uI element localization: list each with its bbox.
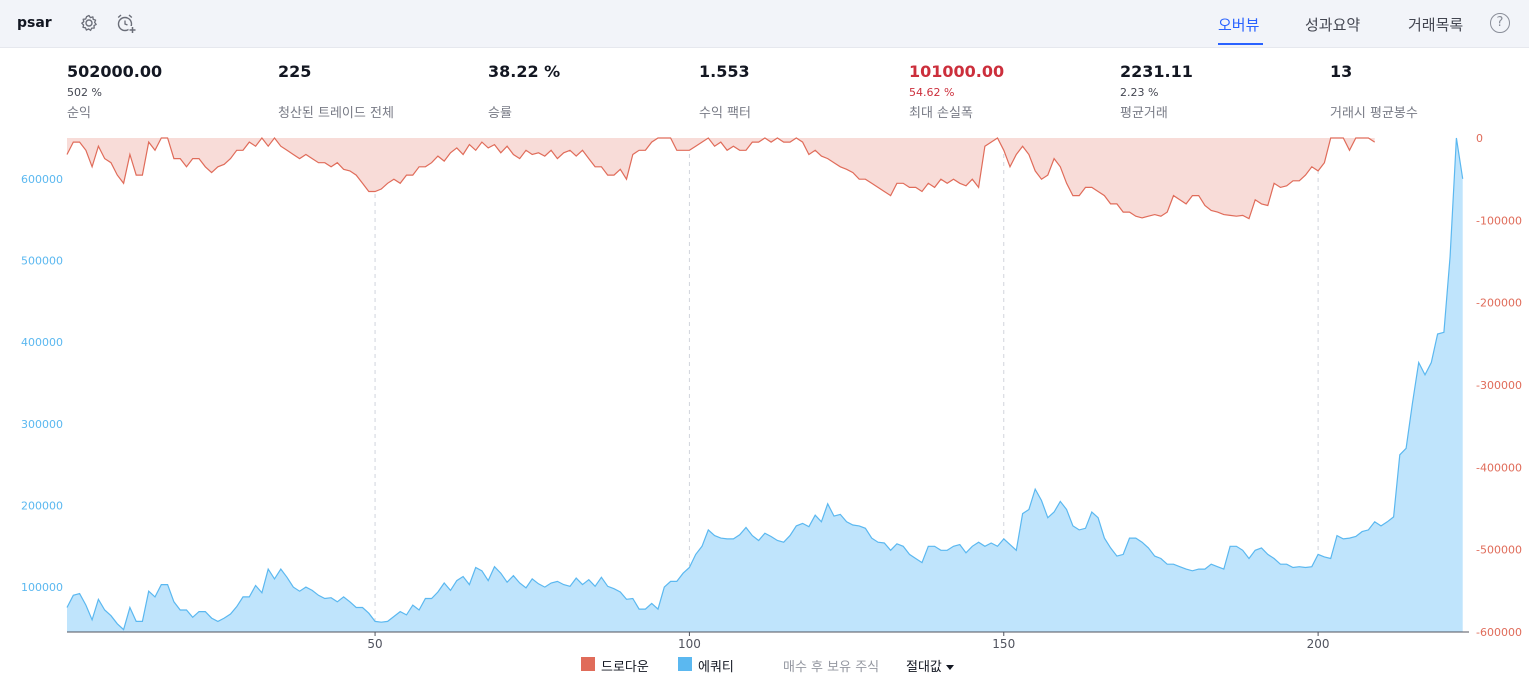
stat-avg-trade: 2231.11 2.23 % 평균거래 bbox=[1120, 62, 1193, 121]
stat-value: 1.553 bbox=[699, 62, 750, 81]
x-tick-label: 200 bbox=[1307, 637, 1330, 651]
drawdown-legend-swatch[interactable] bbox=[581, 657, 595, 671]
left-axis-tick-label: 400000 bbox=[21, 336, 63, 349]
tab-trade-list[interactable]: 거래목록 bbox=[1408, 16, 1464, 34]
active-tab-indicator bbox=[1218, 43, 1263, 45]
right-axis-tick-label: -300000 bbox=[1476, 379, 1522, 392]
strategy-tester-toolbar: psar 오버뷰 성과요약 거래목록 ? bbox=[0, 0, 1529, 48]
stat-label: 거래시 평균봉수 bbox=[1330, 106, 1418, 121]
left-axis-tick-label: 500000 bbox=[21, 254, 63, 267]
equity-area bbox=[67, 138, 1463, 632]
stat-total-closed-trades: 225 청산된 트레이드 전체 bbox=[278, 62, 394, 121]
stat-percent: 2.23 % bbox=[1120, 86, 1159, 99]
equity-line bbox=[66, 137, 1464, 631]
right-axis-tick-label: -200000 bbox=[1476, 297, 1522, 310]
left-axis-tick-label: 100000 bbox=[21, 581, 63, 594]
stat-value: 225 bbox=[278, 62, 312, 81]
equity-legend-label[interactable]: 에쿼티 bbox=[698, 660, 734, 675]
absolute-value-dropdown[interactable]: 절대값 bbox=[906, 656, 954, 675]
x-tick-label: 100 bbox=[678, 637, 701, 651]
strategy-name: psar bbox=[17, 15, 52, 31]
stat-percent: 502 % bbox=[67, 86, 102, 99]
absolute-value-label: 절대값 bbox=[906, 660, 942, 675]
tab-performance-summary[interactable]: 성과요약 bbox=[1305, 16, 1361, 34]
stat-label: 청산된 트레이드 전체 bbox=[278, 106, 394, 121]
right-axis-tick-label: -100000 bbox=[1476, 214, 1522, 227]
x-tick-label: 50 bbox=[367, 637, 382, 651]
drawdown-area bbox=[67, 138, 1375, 219]
right-axis-tick-label: -600000 bbox=[1476, 626, 1522, 639]
right-axis-tick-label: -500000 bbox=[1476, 544, 1522, 557]
drawdown-line bbox=[66, 137, 1376, 220]
stat-label: 순익 bbox=[67, 106, 91, 121]
stat-value: 38.22 % bbox=[488, 62, 561, 81]
stat-value: 101000.00 bbox=[909, 62, 1005, 81]
stat-win-rate: 38.22 % 승률 bbox=[488, 62, 560, 121]
stat-net-profit: 502000.00 502 % 순익 bbox=[67, 62, 162, 121]
stat-value: 2231.11 bbox=[1120, 62, 1193, 81]
left-axis-tick-label: 300000 bbox=[21, 418, 63, 431]
stat-value: 502000.00 bbox=[67, 62, 163, 81]
left-axis-tick-label: 600000 bbox=[21, 173, 63, 186]
gear-icon[interactable] bbox=[78, 12, 100, 34]
right-axis-tick-label: 0 bbox=[1476, 132, 1483, 145]
stat-label: 수익 팩터 bbox=[699, 106, 751, 121]
stat-value: 13 bbox=[1330, 62, 1353, 81]
stat-avg-bars-in-trade: 13 거래시 평균봉수 bbox=[1330, 62, 1418, 121]
left-axis-tick-label: 200000 bbox=[21, 499, 63, 512]
stat-label: 승률 bbox=[488, 106, 512, 121]
stat-profit-factor: 1.553 수익 팩터 bbox=[699, 62, 751, 121]
x-tick-label: 150 bbox=[992, 637, 1015, 651]
stat-label: 평균거래 bbox=[1120, 106, 1168, 121]
stat-max-drawdown: 101000.00 54.62 % 최대 손실폭 bbox=[909, 62, 1004, 121]
equity-legend-swatch[interactable] bbox=[678, 657, 692, 671]
alarm-add-icon[interactable] bbox=[115, 12, 137, 34]
stat-label: 최대 손실폭 bbox=[909, 106, 973, 121]
drawdown-legend-label[interactable]: 드로다운 bbox=[601, 660, 649, 675]
chevron-down-icon bbox=[945, 665, 954, 670]
tab-overview[interactable]: 오버뷰 bbox=[1218, 16, 1260, 34]
help-icon[interactable]: ? bbox=[1490, 13, 1510, 33]
stat-percent: 54.62 % bbox=[909, 86, 955, 99]
right-axis-tick-label: -400000 bbox=[1476, 461, 1522, 474]
buy-hold-toggle[interactable]: 매수 후 보유 주식 bbox=[783, 660, 880, 675]
